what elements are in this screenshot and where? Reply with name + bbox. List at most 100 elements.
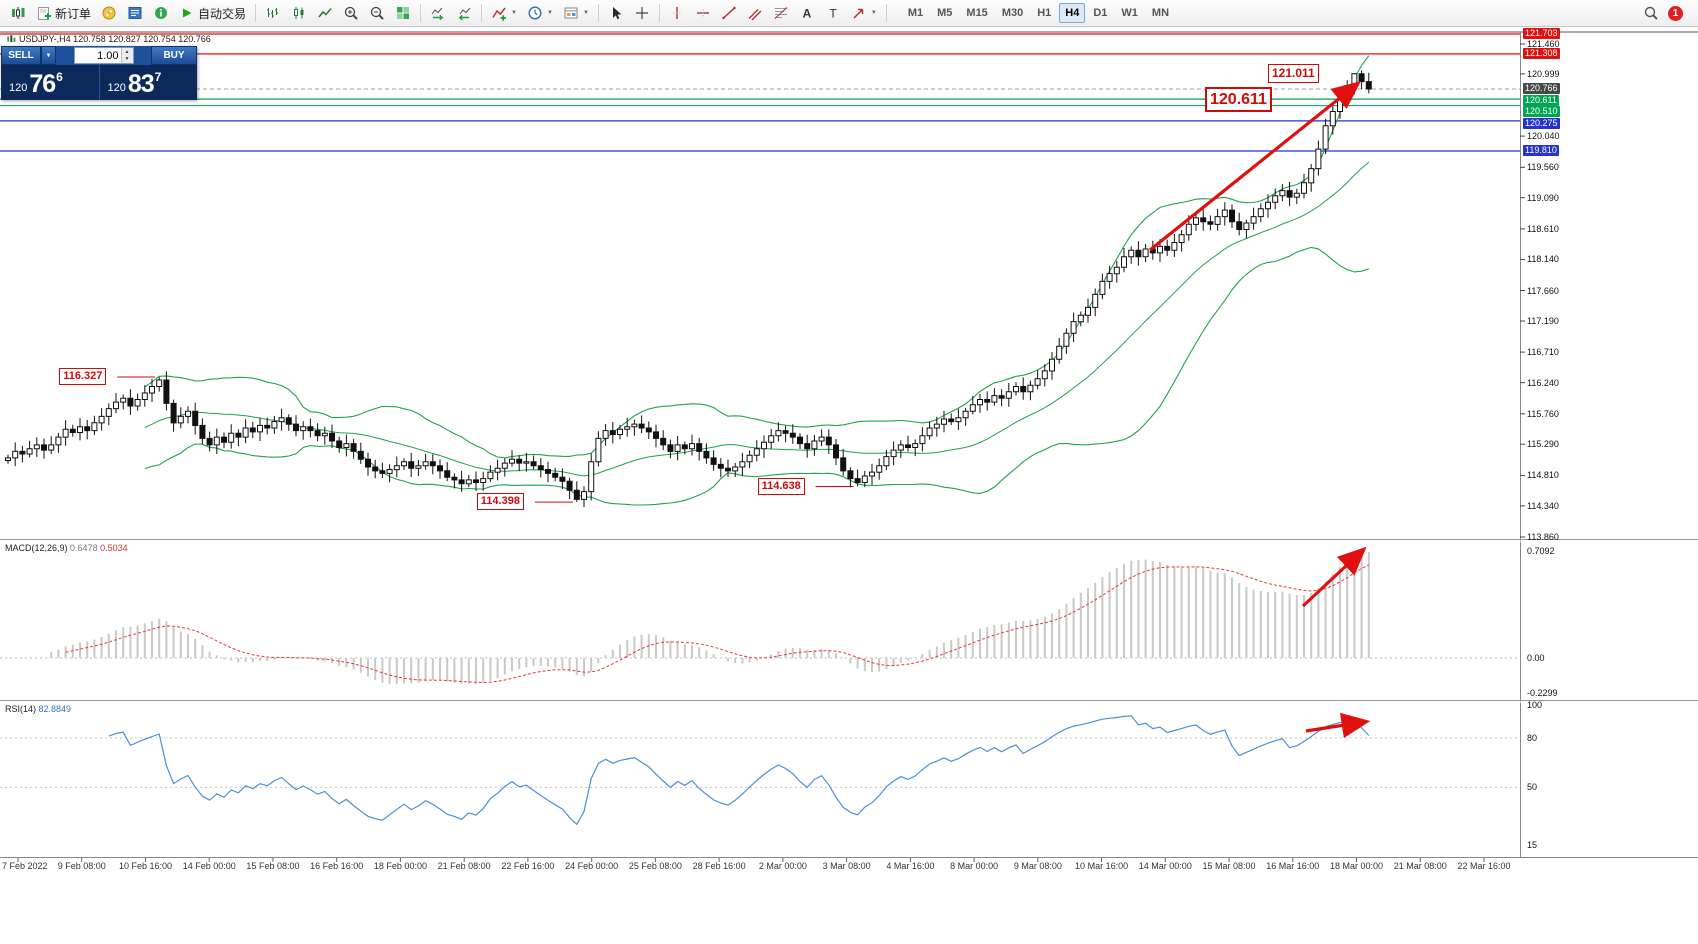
timeframe-d1[interactable]: D1 <box>1093 7 1108 19</box>
horizontal-line-button[interactable] <box>691 2 715 24</box>
vertical-line-button[interactable] <box>665 2 689 24</box>
price-scale-axis[interactable] <box>1520 27 1698 944</box>
timeframe-h1[interactable]: H1 <box>1037 7 1052 19</box>
buy-button[interactable]: BUY <box>151 46 197 65</box>
notification-badge[interactable]: 1 <box>1668 5 1683 21</box>
ohlc-readout: USDJPY-,H4 120.758 120.827 120.754 120.7… <box>6 34 211 44</box>
chart-shift-button[interactable] <box>452 2 476 24</box>
indicators-button[interactable]: ▼ <box>487 2 521 24</box>
timeframe-m15[interactable]: M15 <box>966 7 988 19</box>
price-annotation[interactable]: 116.327 <box>59 367 107 385</box>
text-button[interactable]: A <box>795 2 819 24</box>
price-tick: 120.040 <box>1527 131 1560 142</box>
buy-price-button[interactable]: 120 83 7 <box>98 65 198 100</box>
zoom-in-button[interactable] <box>339 2 363 24</box>
new-order-button-label: 新订单 <box>55 6 92 21</box>
label-button[interactable]: T <box>821 2 845 24</box>
chart-canvas[interactable] <box>0 27 1698 944</box>
timeframe-mn[interactable]: MN <box>1151 7 1170 19</box>
trade-panel-gap-left <box>56 46 74 65</box>
sell-price-button[interactable]: 120 76 6 <box>1 65 99 100</box>
fibonacci-button[interactable] <box>769 2 793 24</box>
trendline-button[interactable] <box>717 2 741 24</box>
navigator-button[interactable] <box>97 2 121 24</box>
time-axis-label: 15 Mar 08:00 <box>1202 861 1256 871</box>
tiles-icon <box>397 7 410 19</box>
tile-windows-button[interactable] <box>391 2 415 24</box>
price-level-label: 121.308 <box>1523 47 1560 59</box>
price-annotation[interactable]: 114.638 <box>757 477 805 495</box>
candles-down <box>19 73 1372 500</box>
sell-button[interactable]: SELL <box>1 46 41 65</box>
toolbar-separator <box>597 4 599 22</box>
rsi-scale-label: 100 <box>1527 700 1543 710</box>
bollinger-middle-band <box>144 161 1370 477</box>
timeframe-h4[interactable]: H4 <box>1059 3 1086 23</box>
candles-icon <box>294 7 304 19</box>
chart-window-button[interactable] <box>6 2 30 24</box>
time-axis[interactable] <box>0 857 1698 944</box>
autotrading-button[interactable]: 自动交易 <box>175 2 250 24</box>
macd-value: 0.6478 <box>70 543 98 553</box>
chevron-down-icon: ▼ <box>546 10 553 16</box>
market-watch-button[interactable] <box>123 2 147 24</box>
search-button[interactable] <box>1639 2 1663 24</box>
zoom-out-button[interactable] <box>365 2 389 24</box>
macd-signal-value: 0.5034 <box>100 543 128 553</box>
arrow-tools-button[interactable]: ▼ <box>847 2 881 24</box>
templates-button[interactable]: ▼ <box>559 2 593 24</box>
neworder-icon <box>38 7 51 20</box>
textA-icon: A <box>803 7 812 21</box>
buy-price-big: 83 <box>127 70 155 98</box>
rsi-scale-label: 15 <box>1527 839 1538 850</box>
time-axis-label: 16 Feb 16:00 <box>310 861 364 871</box>
stepper-down-icon[interactable]: ▼ <box>124 56 130 63</box>
volume-stepper[interactable]: ▲ ▼ <box>120 48 133 63</box>
price-tick: 115.290 <box>1527 439 1559 450</box>
new-order-button[interactable]: 新订单 <box>32 2 95 24</box>
price-annotation[interactable]: 114.398 <box>476 493 524 511</box>
bar-chart-button[interactable] <box>261 2 285 24</box>
trend-arrow-2[interactable] <box>1305 712 1371 739</box>
svg-text:A: A <box>803 7 812 21</box>
time-axis-label: 22 Feb 16:00 <box>501 861 555 871</box>
price-tick: 113.860 <box>1527 532 1559 542</box>
timeframe-m1[interactable]: M1 <box>907 7 924 19</box>
bollinger-lower-band <box>144 246 1369 506</box>
periods-button[interactable]: ▼ <box>523 2 557 24</box>
trend-arrow-0[interactable] <box>1148 80 1361 252</box>
time-axis-label: 16 Mar 16:00 <box>1266 861 1320 871</box>
auto-scroll-button[interactable] <box>426 2 450 24</box>
time-axis-label: 7 Feb 2022 <box>2 861 48 871</box>
price-tick: 119.090 <box>1527 192 1559 203</box>
textT-icon: T <box>829 7 837 21</box>
rsi-scale-label: 50 <box>1527 782 1538 793</box>
price-tick: 114.340 <box>1527 500 1559 511</box>
linechart-icon <box>318 8 332 18</box>
stepper-up-icon[interactable]: ▲ <box>124 48 130 55</box>
rsi-header: RSI(14) 82.8849 <box>5 704 71 714</box>
toolbar-separator <box>885 4 887 22</box>
timeframe-m30[interactable]: M30 <box>1001 7 1024 19</box>
data-window-button[interactable] <box>149 2 173 24</box>
timeframe-m5[interactable]: M5 <box>937 7 953 19</box>
crosshair-button[interactable] <box>630 2 654 24</box>
trend-arrow-1[interactable] <box>1301 546 1367 608</box>
volume-input[interactable] <box>74 48 121 63</box>
channel-button[interactable] <box>743 2 767 24</box>
line-chart-button[interactable] <box>313 2 337 24</box>
candlestick-chart-button[interactable] <box>287 2 311 24</box>
price-annotation[interactable]: 121.011 <box>1268 64 1319 84</box>
price-level-label: 119.810 <box>1523 145 1559 157</box>
timeframe-w1[interactable]: W1 <box>1121 7 1138 19</box>
chart-window[interactable] <box>0 27 1698 944</box>
ohlc-text: USDJPY-,H4 120.758 120.827 120.754 120.7… <box>19 34 211 44</box>
cursor-button[interactable] <box>604 2 628 24</box>
time-axis-label: 28 Feb 16:00 <box>692 861 746 871</box>
toolbar-separator <box>255 4 257 22</box>
price-annotation[interactable]: 120.611 <box>1205 87 1272 113</box>
macd-scale-label: 0.7092 <box>1527 546 1555 556</box>
trade-panel-dropdown[interactable]: ▼ <box>41 46 56 65</box>
time-axis-label: 10 Feb 16:00 <box>118 861 172 871</box>
bollinger-upper-band <box>144 55 1370 459</box>
